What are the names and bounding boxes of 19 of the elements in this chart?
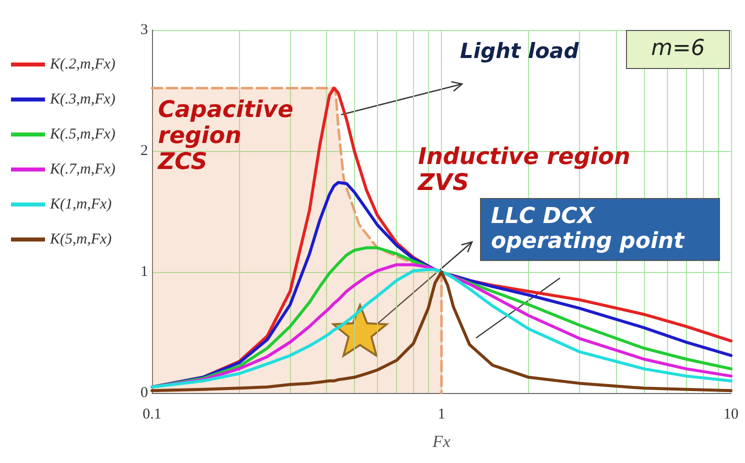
- legend-label: K(.5,m,Fx): [49, 126, 116, 142]
- x-tick-label: 10: [724, 406, 738, 422]
- y-tick-label: 0: [140, 385, 148, 401]
- legend-label: K(5,m,Fx): [49, 232, 112, 248]
- y-tick-label: 3: [140, 22, 148, 38]
- annotation: Light load: [460, 39, 580, 64]
- y-tick-label: 1: [140, 264, 148, 280]
- y-tick-label: 2: [140, 143, 148, 159]
- x-axis-title: Fx: [432, 432, 451, 451]
- legend-label: K(.2,m,Fx): [49, 56, 116, 72]
- annotation: LLC DCX operating point: [480, 198, 720, 262]
- legend-label: K(1,m,Fx): [49, 196, 112, 212]
- annotation: m=6: [626, 30, 730, 69]
- x-tick-label: 0.1: [142, 406, 162, 422]
- legend-label: K(.7,m,Fx): [49, 162, 116, 178]
- legend-label: K(.3,m,Fx): [49, 92, 116, 108]
- x-tick-label: 1: [438, 406, 446, 422]
- annotation: Capacitive region ZCS: [158, 97, 294, 176]
- annotation: Inductive region ZVS: [418, 144, 632, 196]
